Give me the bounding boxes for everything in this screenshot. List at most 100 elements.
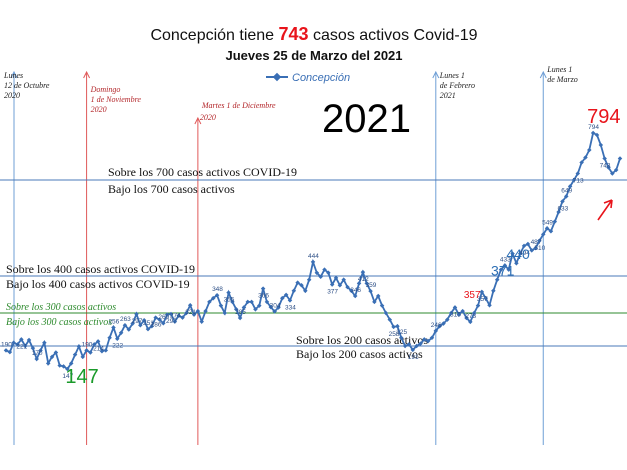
data-label: 285	[235, 309, 246, 316]
data-point	[502, 263, 508, 268]
extra-value-label-1: 371	[491, 263, 515, 279]
data-point	[299, 282, 304, 288]
data-point	[68, 361, 74, 366]
data-label: 348	[212, 286, 223, 293]
data-label: 263	[120, 316, 131, 323]
legend: Concepción	[266, 72, 350, 84]
data-point	[184, 310, 189, 316]
data-point	[107, 335, 112, 341]
data-point	[494, 277, 500, 282]
data-label: 412	[358, 276, 369, 283]
data-label: 355	[224, 297, 235, 304]
data-label: 366	[258, 293, 269, 300]
data-point	[356, 281, 362, 286]
data-point	[364, 281, 369, 286]
data-label: 510	[534, 245, 545, 252]
event-label-0-0: Lunes	[3, 71, 23, 80]
extra-value-label-2: 357	[464, 290, 481, 301]
data-point	[291, 288, 297, 294]
event-label-1-0: Domingo	[90, 85, 121, 94]
data-point	[318, 274, 323, 280]
threshold-below-300: Bajo los 300 casos activos	[6, 317, 112, 328]
data-point	[241, 305, 247, 310]
data-point	[126, 327, 132, 332]
data-label: 222	[112, 343, 123, 350]
event-label-3-0: Lunes 1	[439, 71, 465, 80]
data-label: 315	[450, 311, 461, 318]
data-point	[176, 313, 181, 318]
data-point	[410, 347, 416, 353]
data-point	[483, 295, 488, 301]
data-point	[402, 343, 408, 349]
event-label-3-1: de Febrero	[440, 81, 475, 90]
data-point	[491, 288, 496, 294]
event-label-3-2: 2021	[440, 91, 456, 100]
data-point	[460, 308, 465, 314]
data-point	[210, 295, 216, 301]
threshold-below-200: Bajo los 200 casos activos	[296, 347, 423, 361]
data-point	[468, 319, 473, 325]
threshold-above-200: Sobre los 200 casos activos	[296, 333, 428, 347]
data-label: 256	[108, 319, 119, 326]
data-label: 494	[519, 250, 530, 257]
legend-marker	[272, 72, 282, 82]
data-point	[414, 343, 419, 349]
data-label: 433	[500, 256, 511, 263]
data-label: 258	[389, 331, 400, 338]
data-point	[448, 310, 454, 316]
year-annotation: 2021	[322, 97, 411, 141]
data-point	[514, 260, 519, 266]
threshold-above-300: Sobre los 300 casos activos	[6, 302, 116, 313]
data-point	[422, 337, 427, 342]
data-point	[222, 310, 228, 316]
data-point	[57, 363, 62, 368]
data-point	[372, 299, 377, 305]
data-point	[257, 303, 262, 308]
data-point	[253, 307, 258, 312]
event-label-2-1: 2020	[200, 113, 216, 122]
event-arrow-4	[539, 70, 547, 79]
extra-value-label-0: 440	[506, 246, 530, 262]
data-label: 147	[62, 373, 73, 380]
data-label: 170	[32, 350, 43, 357]
data-point	[76, 344, 82, 349]
data-label: 286	[151, 322, 162, 329]
data-point	[118, 330, 124, 336]
trend-arrow	[597, 199, 613, 221]
data-point	[314, 270, 320, 276]
event-label-2-0: Martes 1 de Diciembre	[201, 101, 276, 110]
data-label: 190	[82, 341, 93, 348]
data-point	[360, 269, 366, 275]
data-point	[598, 142, 604, 148]
data-point	[617, 156, 623, 161]
data-point	[506, 267, 511, 272]
data-point	[437, 323, 442, 329]
data-point	[398, 335, 404, 341]
min-value-label: 147	[65, 366, 98, 388]
data-label: 321	[185, 309, 196, 316]
data-label: 794	[588, 124, 599, 131]
data-point	[333, 275, 339, 281]
data-label: 304	[270, 303, 281, 310]
data-point	[391, 324, 396, 330]
threshold-lines: Sobre los 700 casos activos COVID-19 Bajo…	[0, 165, 627, 361]
data-label: 274	[170, 313, 181, 320]
data-label: 297	[131, 318, 142, 325]
data-label: 444	[308, 253, 319, 260]
data-label: 251	[143, 320, 154, 327]
data-point	[487, 302, 492, 308]
series-concepcion	[3, 130, 623, 372]
data-label: 269	[158, 314, 169, 321]
event-label-1-1: 1 de Noviembre	[91, 95, 142, 104]
data-point	[326, 270, 331, 276]
data-point	[276, 305, 281, 310]
data-point	[249, 299, 254, 305]
data-point	[172, 319, 178, 324]
data-point	[383, 310, 389, 316]
data-point	[272, 309, 277, 314]
data-point	[191, 312, 197, 317]
legend-label: Concepción	[292, 72, 350, 84]
data-point	[103, 348, 109, 353]
